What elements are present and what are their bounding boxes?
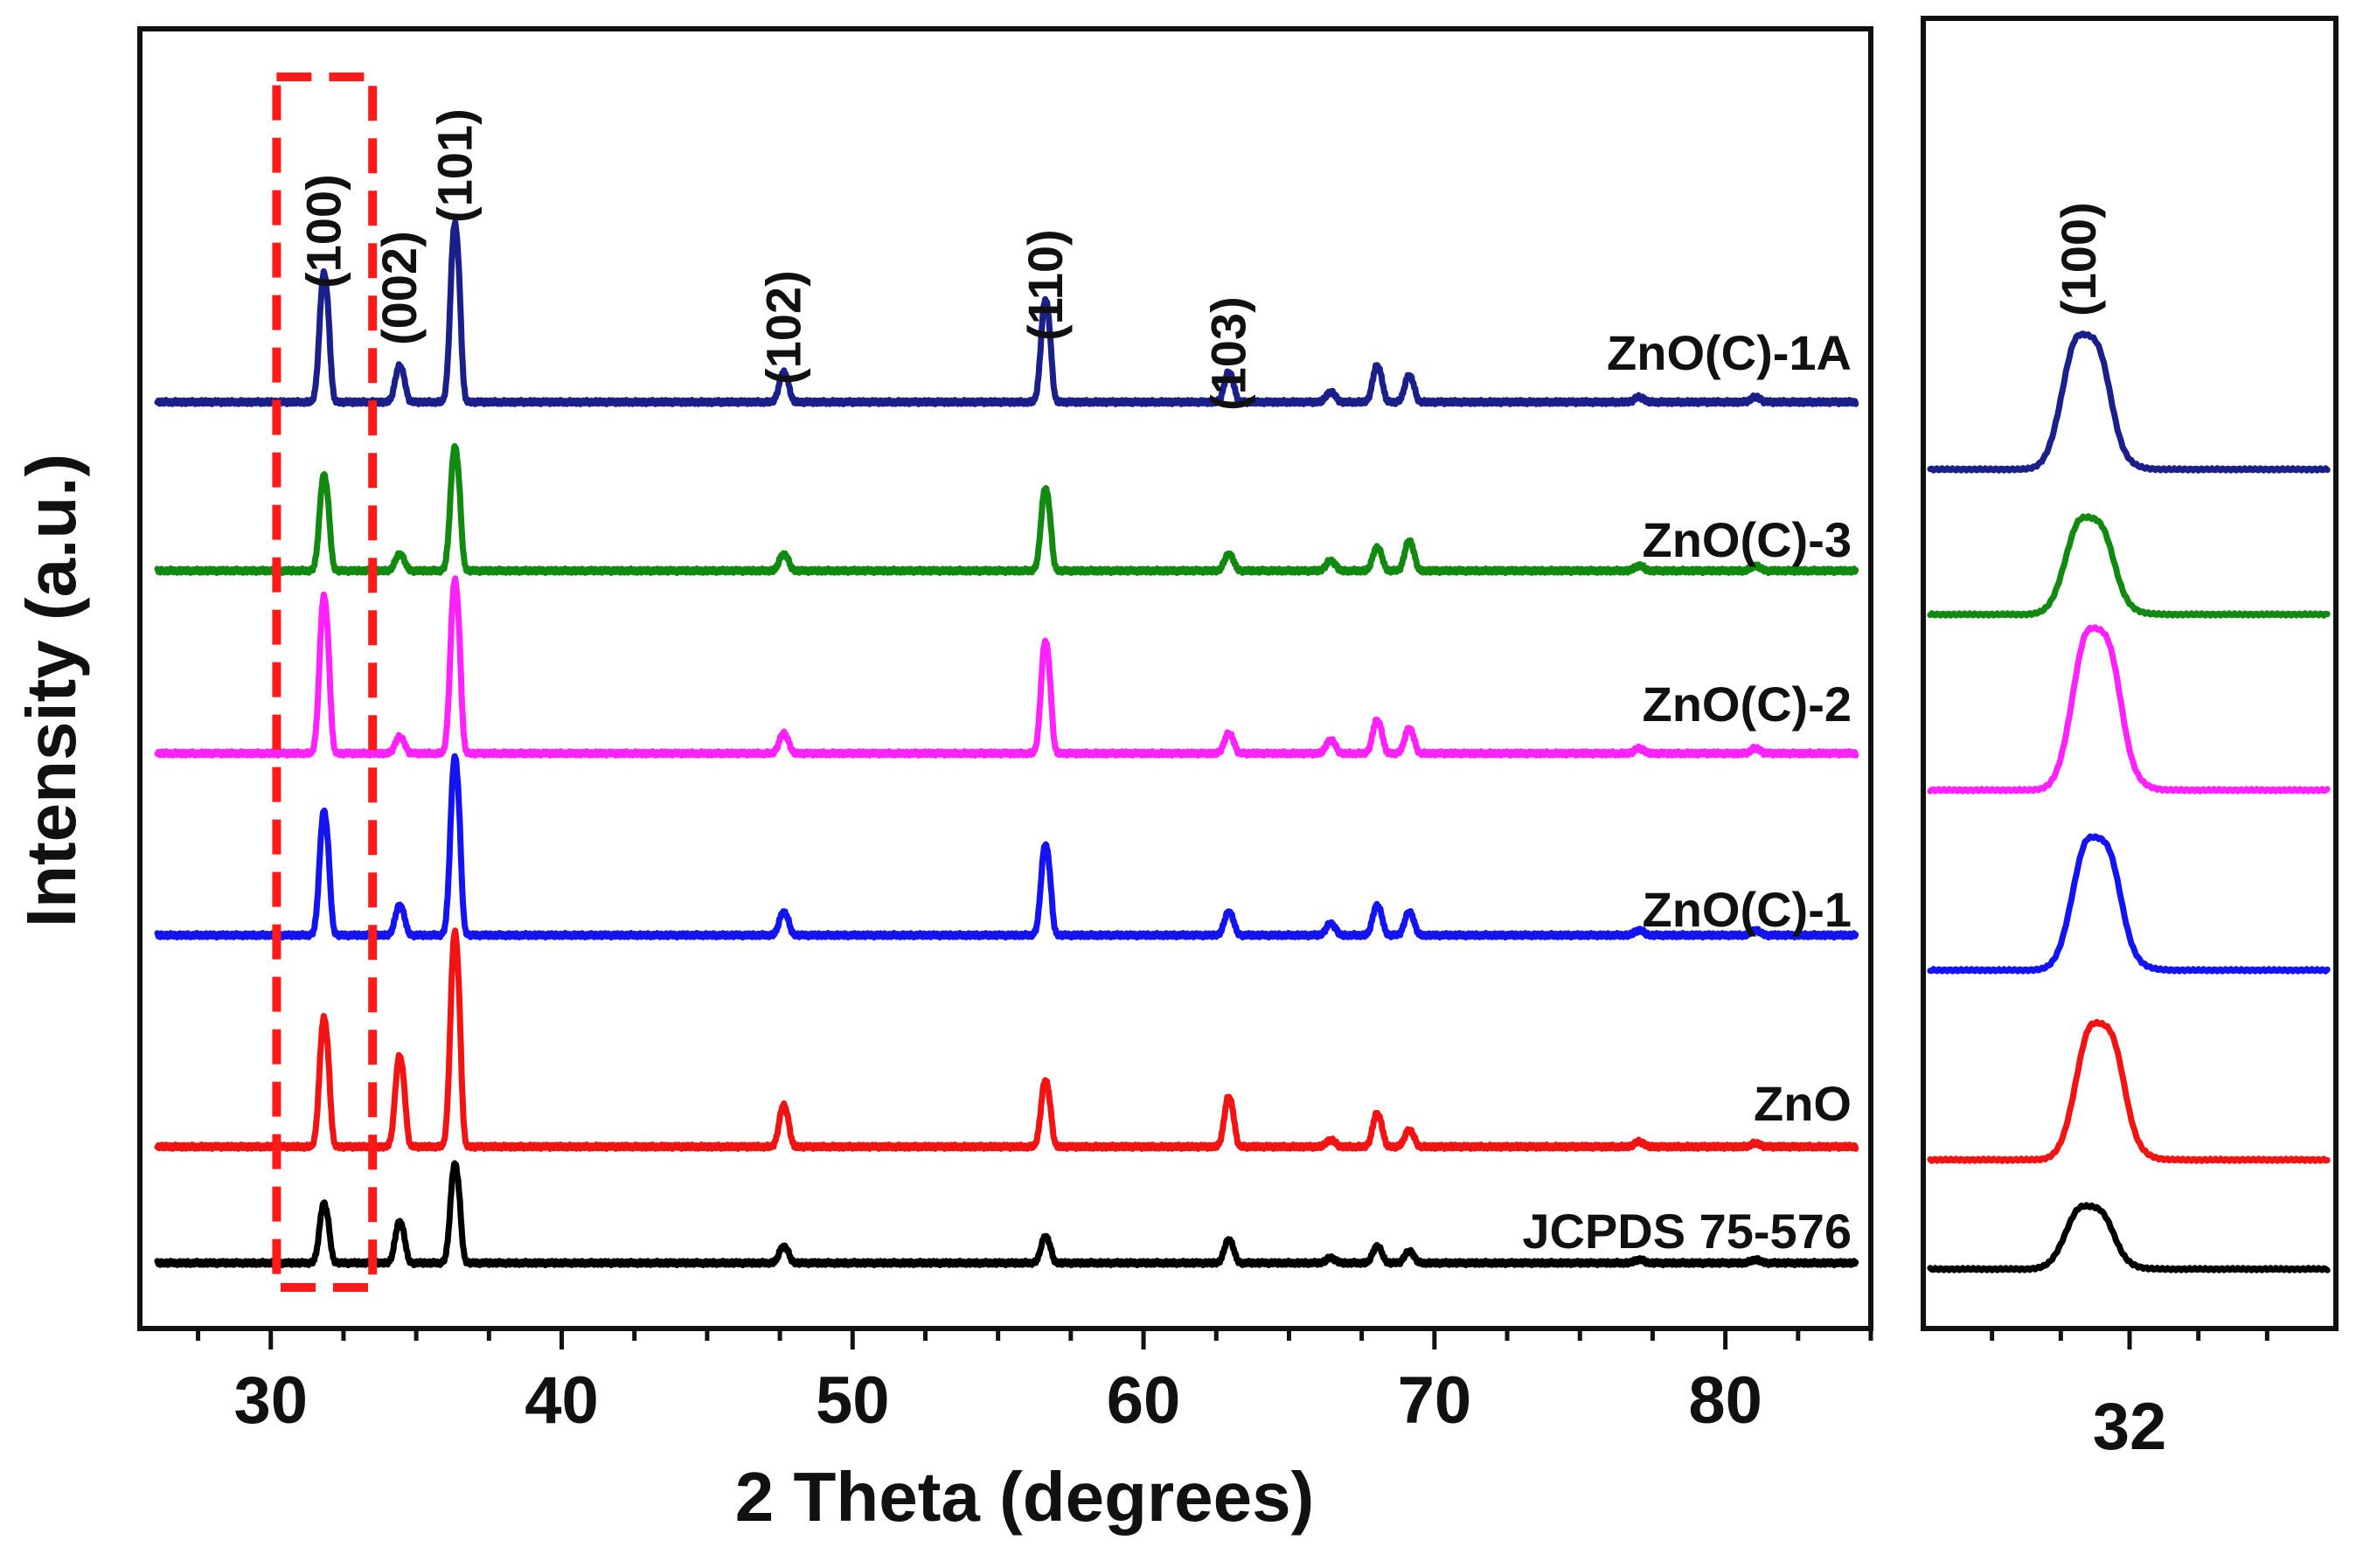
inset-trace-jcpds-75-576 bbox=[1927, 1202, 2331, 1273]
x-tick-label-30: 30 bbox=[233, 1363, 308, 1438]
peak-label-101: (101) bbox=[427, 108, 482, 223]
trace-jcpds-75-576 bbox=[154, 1160, 1859, 1268]
peak-label-110: (110) bbox=[1018, 229, 1073, 341]
inset-trace-zno-c-2 bbox=[1927, 624, 2331, 794]
trace-zno-c-1a bbox=[154, 219, 1859, 407]
peak-label-102: (102) bbox=[755, 270, 810, 385]
inset-trace-zno bbox=[1927, 1018, 2331, 1164]
inset-plot-frame bbox=[1921, 16, 2339, 1331]
peak-label-002: (002) bbox=[372, 231, 427, 345]
x-tick-label-40: 40 bbox=[525, 1363, 599, 1438]
sample-label-zno-c-1a: ZnO(C)-1A bbox=[1607, 325, 1852, 380]
inset-peak-label-100: (100) bbox=[2051, 202, 2106, 316]
sample-label-jcpds-75-576: JCPDS 75-576 bbox=[1522, 1204, 1852, 1259]
x-tick-label-70: 70 bbox=[1398, 1363, 1472, 1438]
inset-plot-panel: 32 (100) bbox=[1921, 16, 2339, 1464]
trace-zno-c-1 bbox=[154, 753, 1859, 940]
sample-label-zno-c-1: ZnO(C)-1 bbox=[1642, 882, 1852, 937]
trace-zno-c-2 bbox=[154, 575, 1859, 759]
main-plot-panel: 30 40 50 60 70 80 (100) (002)(101) (102) (110) (1… bbox=[137, 26, 1873, 1438]
y-axis-title: Intensity (a.u.) bbox=[12, 454, 90, 927]
inset-trace-zno-c-1 bbox=[1927, 833, 2331, 975]
inset-x-tick-label-32: 32 bbox=[2093, 1390, 2167, 1464]
x-axis-title: 2 Theta (degrees) bbox=[735, 1458, 1314, 1536]
sample-label-zno-c-2: ZnO(C)-2 bbox=[1642, 676, 1852, 732]
main-plot-frame bbox=[137, 26, 1873, 1331]
highlight-100-box bbox=[272, 73, 378, 1292]
trace-zno bbox=[154, 927, 1859, 1152]
x-tick-label-80: 80 bbox=[1688, 1363, 1762, 1438]
trace-zno-c-3 bbox=[154, 442, 1859, 576]
x-tick-label-50: 50 bbox=[816, 1363, 890, 1438]
sample-label-zno: ZnO bbox=[1754, 1076, 1852, 1131]
peak-label-103: (103) bbox=[1201, 296, 1256, 411]
inset-trace-zno-c-1a bbox=[1927, 330, 2331, 474]
sample-label-zno-c-3: ZnO(C)-3 bbox=[1642, 512, 1852, 567]
inset-trace-zno-c-3 bbox=[1927, 513, 2331, 619]
peak-label-100: (100) bbox=[296, 174, 351, 288]
x-tick-label-60: 60 bbox=[1107, 1363, 1181, 1438]
